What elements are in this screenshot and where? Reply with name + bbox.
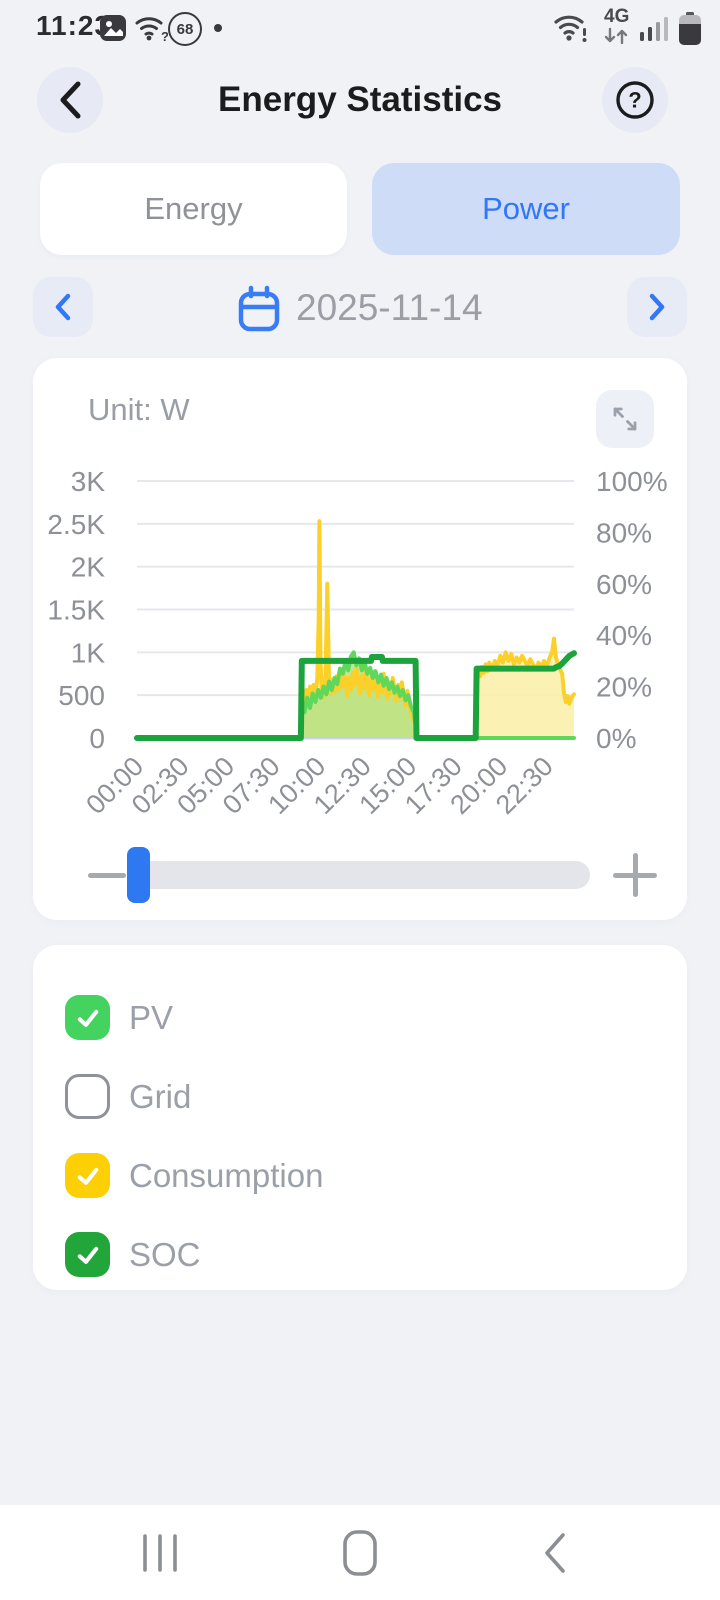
series-line-soc [134,650,577,741]
tab-energy-label: Energy [144,191,243,226]
tab-energy[interactable]: Energy [40,163,347,255]
power-chart[interactable]: 0 500 1K 1.5K 2K 2.5K 3K 0% 20% 40% 60% 80% 100% 00:0… [33,455,687,845]
y-axis-left: 0 500 1K 1.5K 2K 2.5K 3K [47,466,105,754]
legend-checkbox-pv-checked[interactable] [65,995,110,1040]
y-axis-right: 0% 20% 40% 60% 80% 100% [596,466,668,754]
legend-checkbox-grid-unchecked[interactable] [65,1074,110,1119]
chart-zoom-slider-track[interactable] [130,861,590,889]
tab-power[interactable]: Power [372,163,680,255]
y-left-tick-label: 0 [89,723,105,754]
series-legend-card: PV Grid Consumption SOC [33,945,687,1290]
nav-back-icon [545,1532,565,1573]
4g-network-icon: 4G [604,6,630,27]
calendar-icon[interactable] [238,285,280,338]
legend-item-soc[interactable]: SOC [65,1215,201,1294]
y-left-tick-label: 1.5K [47,595,105,626]
y-right-tick-label: 80% [596,517,652,548]
y-left-tick-label: 500 [58,680,105,711]
notification-count-badge: 68 [168,12,202,46]
y-left-tick-label: 3K [71,466,106,497]
nav-back-button[interactable] [515,1505,595,1600]
zoom-in-button[interactable] [611,853,659,897]
gallery-icon [100,15,126,41]
legend-checkbox-consumption-checked[interactable] [65,1153,110,1198]
legend-item-grid[interactable]: Grid [65,1057,191,1136]
series-fill-pv [137,652,574,738]
legend-label-consumption: Consumption [129,1156,324,1194]
chevron-left-icon [55,293,71,321]
y-left-tick-label: 2K [71,552,106,583]
signal-bars-icon [640,17,668,41]
legend-item-consumption[interactable]: Consumption [65,1136,323,1215]
svg-text:?: ? [161,29,168,42]
checkmark-icon [77,1246,98,1264]
y-left-tick-label: 2.5K [47,509,105,540]
page-title: Energy Statistics [218,80,502,119]
help-button[interactable]: ? [602,67,668,133]
wifi-alert-icon [554,15,587,42]
chevron-left-icon [60,81,81,119]
tab-power-label: Power [482,191,570,226]
recents-icon [143,1533,177,1572]
date-prev-button[interactable] [33,277,93,337]
expand-chart-button[interactable] [596,390,654,448]
nav-recents-button[interactable] [120,1505,200,1600]
wifi-question-icon: ? [135,17,168,42]
svg-text:?: ? [628,88,641,113]
chevron-right-icon [649,293,665,321]
legend-label-soc: SOC [129,1235,201,1273]
zoom-out-button[interactable] [79,853,135,897]
y-right-tick-label: 100% [596,466,668,497]
back-button[interactable] [37,67,103,133]
legend-checkbox-soc-checked[interactable] [65,1232,110,1277]
y-right-tick-label: 60% [596,569,652,600]
chart-series [134,519,577,741]
y-right-tick-label: 40% [596,620,652,651]
battery-icon [679,12,701,45]
unit-label: Unit: W [88,392,190,427]
checkmark-icon [77,1009,98,1027]
selected-date[interactable]: 2025-11-14 [296,287,483,328]
legend-label-pv: PV [129,998,174,1036]
notification-dot [214,24,222,32]
home-icon [343,1529,377,1576]
date-next-button[interactable] [627,277,687,337]
checkmark-icon [77,1167,98,1185]
status-time: 11:23 [36,10,112,41]
x-axis: 00:0002:3005:0007:3010:0012:3015:0017:30… [80,751,559,820]
updown-arrows-icon [604,27,628,45]
expand-arrows-icon [613,407,637,431]
legend-label-grid: Grid [129,1077,192,1115]
legend-item-pv[interactable]: PV [65,978,173,1057]
android-nav-bar [0,1505,720,1600]
y-right-tick-label: 20% [596,672,652,703]
y-left-tick-label: 1K [71,637,106,668]
minus-icon [88,872,126,878]
power-chart-card: Unit: W 0 500 1K 1.5K 2K 2.5K 3K 0% 20% 40% 60% 80%… [33,358,687,920]
help-icon: ? [616,81,654,119]
nav-home-button[interactable] [320,1505,400,1600]
y-right-tick-label: 0% [596,723,636,754]
chart-zoom-slider-handle[interactable] [127,847,150,903]
